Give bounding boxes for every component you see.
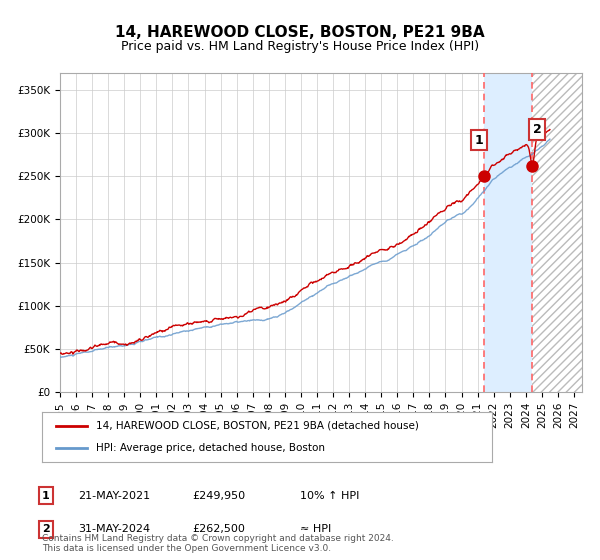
Text: 31-MAY-2024: 31-MAY-2024: [78, 524, 150, 534]
Text: £249,950: £249,950: [192, 491, 245, 501]
Text: £262,500: £262,500: [192, 524, 245, 534]
Text: Price paid vs. HM Land Registry's House Price Index (HPI): Price paid vs. HM Land Registry's House …: [121, 40, 479, 53]
Text: 21-MAY-2021: 21-MAY-2021: [78, 491, 150, 501]
Text: 1: 1: [475, 134, 483, 147]
Bar: [532, 73, 582, 392]
Text: Contains HM Land Registry data © Crown copyright and database right 2024.
This d: Contains HM Land Registry data © Crown c…: [42, 534, 394, 553]
Text: 2: 2: [42, 524, 50, 534]
Text: 14, HAREWOOD CLOSE, BOSTON, PE21 9BA: 14, HAREWOOD CLOSE, BOSTON, PE21 9BA: [115, 25, 485, 40]
Text: HPI: Average price, detached house, Boston: HPI: Average price, detached house, Bost…: [96, 443, 325, 453]
Text: 2: 2: [533, 123, 542, 136]
Bar: [484, 73, 532, 392]
Text: 1: 1: [42, 491, 50, 501]
Text: 10% ↑ HPI: 10% ↑ HPI: [300, 491, 359, 501]
Text: ≈ HPI: ≈ HPI: [300, 524, 331, 534]
Text: 14, HAREWOOD CLOSE, BOSTON, PE21 9BA (detached house): 14, HAREWOOD CLOSE, BOSTON, PE21 9BA (de…: [96, 421, 419, 431]
